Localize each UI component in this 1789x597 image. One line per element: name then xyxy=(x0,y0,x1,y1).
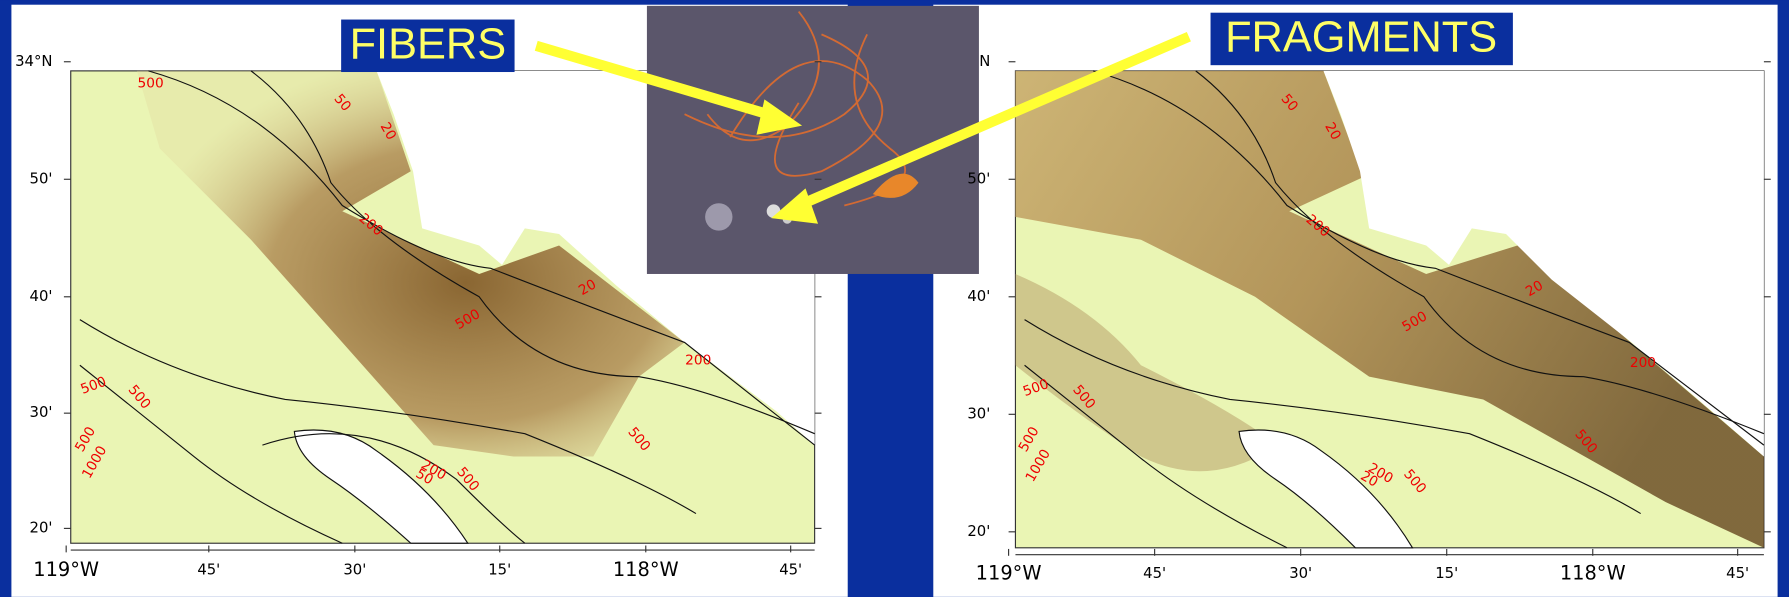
page: FIBERS FRAGMENTS 34°N 50' 40' 30' 20' 119°W 45… xyxy=(0,0,1789,597)
lat-tick-label: 40' xyxy=(30,288,53,305)
label-fragments: FRAGMENTS xyxy=(1225,14,1497,62)
lat-tick-label: 34°N xyxy=(15,53,52,70)
lat-tick-label: 30' xyxy=(967,405,990,422)
contour-label: 200 xyxy=(1630,355,1656,371)
contour-label: 200 xyxy=(685,353,711,369)
photo-inset xyxy=(647,6,979,274)
label-fibers: FIBERS xyxy=(350,20,507,68)
lon-tick-label: 45' xyxy=(1143,565,1166,582)
lon-tick-label: 30' xyxy=(343,562,366,579)
lon-tick-label: 119°W xyxy=(33,558,99,581)
lon-tick-label: 45' xyxy=(779,562,802,579)
lat-tick-label: 20' xyxy=(30,519,53,536)
lat-tick-label: 40' xyxy=(967,288,990,305)
lat-tick-label: 20' xyxy=(967,523,990,540)
lon-tick-label: 45' xyxy=(197,562,220,579)
lon-tick-label: 118°W xyxy=(613,558,679,581)
contour-label: 500 xyxy=(138,75,164,91)
lon-tick-label: 119°W xyxy=(976,562,1042,585)
lon-tick-label: 45' xyxy=(1726,565,1749,582)
lon-tick-label: 30' xyxy=(1289,565,1312,582)
lat-tick-label: N xyxy=(979,53,990,70)
lon-tick-label: 15' xyxy=(488,562,511,579)
lon-tick-label: 15' xyxy=(1435,565,1458,582)
lat-tick-label: 30' xyxy=(30,404,53,421)
lon-tick-label: 118°W xyxy=(1560,562,1626,585)
lat-tick-label: 50' xyxy=(30,170,53,187)
lat-tick-label: 50' xyxy=(967,170,990,187)
slide: FIBERS FRAGMENTS 34°N 50' 40' 30' 20' 119°W 45… xyxy=(0,0,1789,597)
